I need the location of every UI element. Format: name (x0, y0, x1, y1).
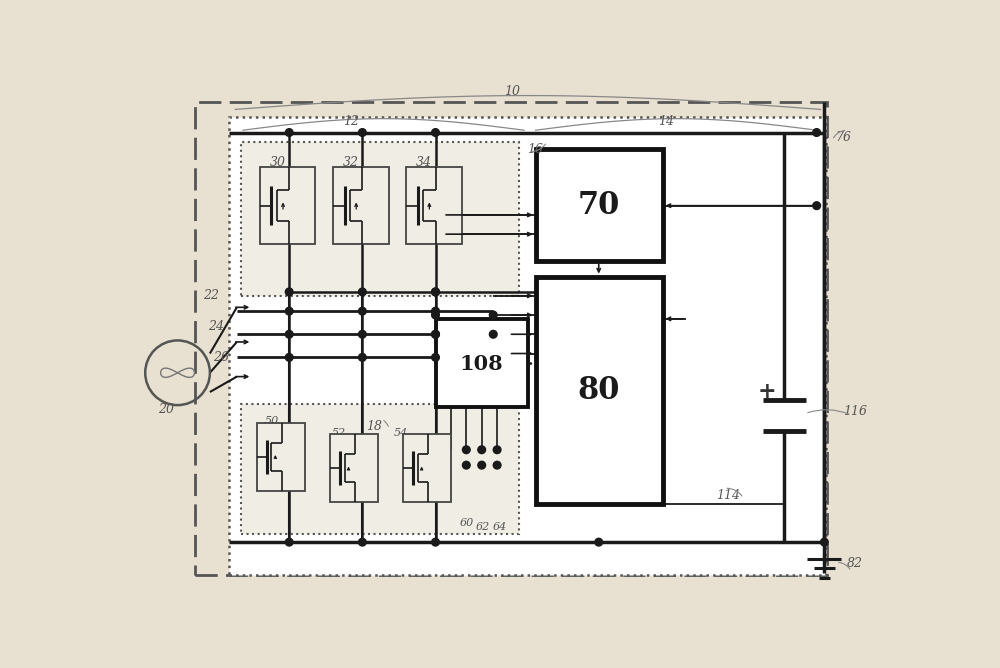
Circle shape (358, 307, 366, 315)
Text: 16: 16 (528, 143, 544, 156)
Circle shape (432, 331, 439, 338)
Circle shape (285, 353, 293, 361)
Text: 32: 32 (343, 156, 359, 169)
Text: 22: 22 (203, 289, 219, 302)
Text: 82: 82 (847, 557, 863, 570)
Text: 116: 116 (843, 405, 867, 418)
Text: +: + (757, 381, 776, 403)
Circle shape (478, 446, 486, 454)
Circle shape (489, 331, 497, 338)
Bar (436, 319, 528, 407)
Text: 20: 20 (158, 403, 174, 416)
Circle shape (493, 462, 501, 469)
Text: 18: 18 (366, 420, 382, 433)
Bar (403, 434, 451, 502)
Circle shape (358, 288, 366, 296)
Bar (536, 277, 663, 504)
Text: 52: 52 (332, 428, 346, 438)
Circle shape (432, 538, 439, 546)
Bar (241, 403, 519, 534)
Circle shape (489, 311, 497, 319)
Circle shape (813, 129, 820, 136)
Circle shape (285, 307, 293, 315)
Text: 24: 24 (208, 320, 224, 333)
Text: 70: 70 (578, 190, 620, 221)
Text: 54: 54 (394, 428, 408, 438)
Circle shape (820, 538, 828, 546)
Text: 12: 12 (343, 116, 359, 128)
Circle shape (285, 129, 293, 136)
Circle shape (813, 202, 820, 210)
Text: 26: 26 (213, 351, 229, 364)
Text: 76: 76 (836, 132, 852, 144)
Circle shape (478, 462, 486, 469)
Text: 60: 60 (459, 518, 473, 528)
Circle shape (493, 446, 501, 454)
Circle shape (285, 538, 293, 546)
Circle shape (432, 353, 439, 361)
Bar (406, 167, 462, 244)
Bar (257, 423, 305, 490)
Circle shape (432, 129, 439, 136)
Circle shape (432, 331, 439, 338)
Circle shape (462, 446, 470, 454)
Text: 62: 62 (476, 522, 490, 532)
Circle shape (432, 288, 439, 296)
Circle shape (358, 353, 366, 361)
Text: 64: 64 (492, 522, 507, 532)
Text: 14: 14 (658, 116, 674, 128)
Circle shape (595, 538, 603, 546)
Bar (260, 167, 315, 244)
Text: 50: 50 (265, 416, 279, 426)
Circle shape (432, 311, 439, 319)
Text: 108: 108 (460, 353, 504, 373)
Text: 10: 10 (505, 86, 520, 98)
Text: 114: 114 (716, 490, 740, 502)
Text: 34: 34 (416, 156, 432, 169)
Circle shape (358, 331, 366, 338)
Bar (241, 142, 519, 296)
Bar (330, 434, 378, 502)
Text: 30: 30 (270, 156, 286, 169)
Bar (229, 117, 826, 575)
Circle shape (432, 307, 439, 315)
Bar (333, 167, 389, 244)
Circle shape (285, 288, 293, 296)
Circle shape (462, 462, 470, 469)
Bar (536, 150, 663, 261)
Circle shape (285, 331, 293, 338)
Text: 80: 80 (578, 375, 620, 406)
Circle shape (358, 538, 366, 546)
Circle shape (432, 288, 439, 296)
Circle shape (358, 129, 366, 136)
Bar (195, 102, 827, 575)
